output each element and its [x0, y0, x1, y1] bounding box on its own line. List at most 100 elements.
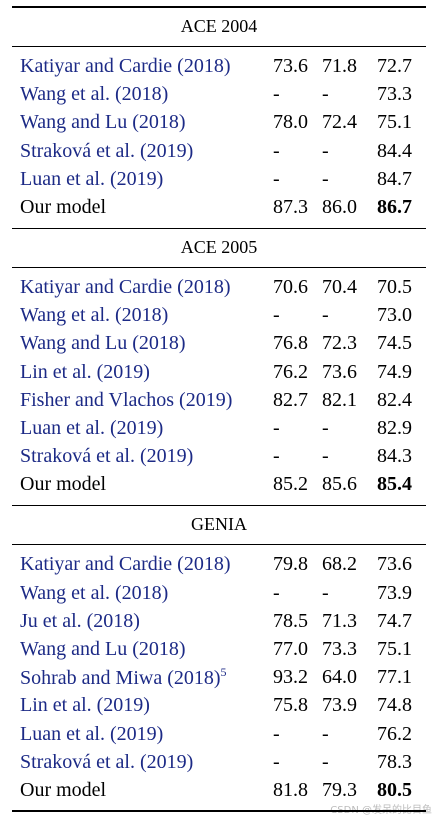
- score: -: [322, 581, 329, 604]
- score: 85.4: [377, 473, 412, 496]
- score: 75.1: [377, 111, 412, 134]
- score: -: [322, 304, 329, 327]
- score: 73.9: [377, 581, 412, 604]
- score: 71.3: [322, 609, 357, 632]
- score: 76.8: [273, 332, 308, 355]
- model-name: Wang and Lu (2018): [20, 638, 186, 660]
- score: 72.3: [322, 332, 357, 355]
- top-rule: [12, 6, 426, 8]
- score: -: [273, 139, 280, 162]
- score: 64.0: [322, 666, 357, 689]
- model-name: Our model: [20, 473, 107, 496]
- model-name: Luan et al. (2019): [20, 167, 164, 190]
- model-name: Wang et al. (2018): [20, 83, 169, 106]
- score: 73.3: [322, 638, 357, 660]
- score: 75.8: [273, 694, 308, 717]
- score: 84.7: [377, 167, 412, 190]
- model-name: Wang and Lu (2018): [20, 332, 186, 355]
- score: -: [273, 581, 280, 604]
- score: 81.8: [273, 779, 308, 801]
- score: 70.5: [377, 276, 412, 298]
- model-name: Sohrab and Miwa (2018)5: [20, 665, 227, 690]
- score: 77.0: [273, 638, 308, 660]
- score: -: [273, 417, 280, 439]
- score: -: [273, 83, 280, 106]
- model-name: Luan et al. (2019): [20, 417, 164, 439]
- score: 84.4: [377, 139, 412, 162]
- score: 79.3: [322, 779, 357, 801]
- model-name: Lin et al. (2019): [20, 694, 150, 717]
- model-name: Wang et al. (2018): [20, 304, 169, 327]
- score: -: [322, 722, 329, 745]
- score: 73.6: [322, 360, 357, 383]
- score: -: [273, 722, 280, 745]
- model-name: Our model: [20, 196, 107, 218]
- score: -: [322, 750, 329, 773]
- score: -: [322, 83, 329, 106]
- score: 82.1: [322, 388, 357, 411]
- score: 73.6: [377, 553, 412, 576]
- section-title: ACE 2005: [180, 237, 258, 257]
- score: -: [322, 167, 329, 190]
- score: -: [322, 139, 329, 162]
- model-name: Katiyar and Cardie (2018): [20, 55, 231, 77]
- model-name: Luan et al. (2019): [20, 722, 164, 745]
- model-name: Wang and Lu (2018): [20, 111, 186, 134]
- model-name: Ju et al. (2018): [20, 609, 140, 632]
- score: 73.6: [273, 55, 308, 77]
- score: 79.8: [273, 553, 308, 576]
- score: 82.7: [273, 388, 308, 411]
- score: 74.8: [377, 694, 412, 717]
- model-name: Katiyar and Cardie (2018): [20, 276, 231, 298]
- score: 77.1: [377, 666, 412, 689]
- score: 71.8: [322, 55, 357, 77]
- model-name: Wang et al. (2018): [20, 581, 169, 604]
- model-name: Lin et al. (2019): [20, 360, 150, 383]
- score: 85.6: [322, 473, 357, 496]
- score: 82.9: [377, 417, 412, 439]
- score: -: [273, 750, 280, 773]
- score: 78.0: [273, 111, 308, 134]
- model-name: Our model: [20, 779, 107, 801]
- footnote-mark: 5: [220, 665, 227, 680]
- section-rule: [12, 267, 426, 268]
- score: 72.7: [377, 55, 412, 77]
- score: 76.2: [377, 722, 412, 745]
- bottom-rule: [12, 810, 426, 812]
- model-name: Straková et al. (2019): [20, 139, 194, 162]
- section-title: ACE 2004: [180, 16, 258, 36]
- score: -: [273, 167, 280, 190]
- score: 73.0: [377, 304, 412, 327]
- section-rule: [12, 505, 426, 507]
- score: -: [322, 417, 329, 439]
- score: -: [273, 445, 280, 468]
- score: 74.7: [377, 609, 412, 632]
- model-name: Katiyar and Cardie (2018): [20, 553, 231, 576]
- score: 80.5: [377, 779, 412, 801]
- section-rule: [12, 544, 426, 546]
- score: 85.2: [273, 473, 308, 496]
- section-rule: [12, 46, 426, 47]
- score: 70.6: [273, 276, 308, 298]
- section-title: GENIA: [191, 514, 247, 535]
- score: -: [273, 304, 280, 327]
- score: -: [322, 445, 329, 468]
- model-name: Straková et al. (2019): [20, 750, 194, 773]
- score: 74.9: [377, 360, 412, 383]
- score: 73.9: [322, 694, 357, 717]
- score: 76.2: [273, 360, 308, 383]
- score: 68.2: [322, 553, 357, 576]
- score: 82.4: [377, 388, 412, 411]
- score: 74.5: [377, 332, 412, 355]
- score: 72.4: [322, 111, 357, 134]
- score: 73.3: [377, 83, 412, 106]
- score: 86.0: [322, 196, 357, 218]
- section-rule: [12, 228, 426, 229]
- score: 70.4: [322, 276, 357, 298]
- score: 93.2: [273, 666, 308, 689]
- score: 84.3: [377, 445, 412, 468]
- watermark: CSDN @发呆的比目鱼: [330, 801, 432, 816]
- score: 86.7: [377, 196, 412, 218]
- score: 78.3: [377, 750, 412, 773]
